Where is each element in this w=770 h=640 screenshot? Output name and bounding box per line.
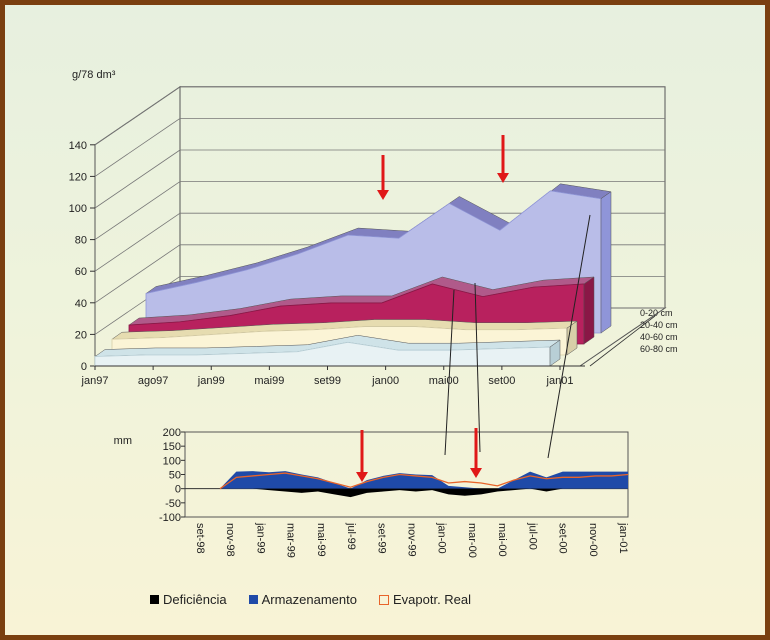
- x-tick-label: mai99: [254, 375, 284, 387]
- lower-x-tick-label: jan-00: [436, 522, 448, 554]
- legend-item-evapotr: Evapotr. Real: [378, 592, 472, 607]
- arrow-lower-2-head: [470, 468, 482, 478]
- y-tick-label: 60: [75, 266, 87, 278]
- y-tick-label: 120: [69, 171, 87, 183]
- gridline-left: [94, 149, 181, 209]
- gridline-left: [94, 181, 181, 240]
- x-tick-label: ago97: [138, 375, 169, 387]
- connector-line-3: [547, 214, 591, 459]
- lower-x-tick-label: jul-00: [526, 522, 538, 550]
- legend-item-deficiencia: Deficiência: [150, 592, 227, 607]
- x-tick-label: jan97: [81, 375, 109, 387]
- y-tick-label: 0: [81, 361, 87, 373]
- x-tick-label: jan01: [546, 375, 574, 387]
- x-tick-label: mai00: [429, 375, 459, 387]
- evapotr-line: [219, 472, 629, 490]
- arrow-lower-1-head: [356, 472, 368, 482]
- series-side-20-40 cm: [583, 276, 595, 345]
- y-tick-label: 40: [75, 298, 87, 310]
- deficiencia-area: [220, 488, 628, 498]
- legend-swatch-blue: [248, 595, 258, 604]
- armazenamento-area: [220, 471, 628, 489]
- legend-swatch-orange: [378, 594, 389, 605]
- y-tick-label: 100: [69, 203, 87, 215]
- x-tick-label: set99: [314, 375, 341, 387]
- lower-legend: Deficiência Armazenamento Evapotr. Real: [150, 592, 471, 607]
- gridline-left: [94, 212, 181, 272]
- x-tick-label: jan99: [197, 375, 225, 387]
- lower-x-tick-label: nov-00: [587, 523, 599, 557]
- lower-x-tick-label: mar-00: [466, 523, 478, 558]
- y-tick-label: 20: [75, 329, 87, 341]
- series-label-20-40 cm: 20-40 cm: [640, 320, 678, 330]
- lower-x-tick-label: set-99: [375, 523, 387, 554]
- lower-x-tick-label: mai-00: [496, 523, 508, 557]
- series-label-40-60 cm: 40-60 cm: [640, 332, 678, 342]
- series-side-0-20 cm: [600, 191, 612, 334]
- arrow-upper-2-head: [497, 173, 509, 183]
- lower-x-tick-label: nov-98: [224, 523, 236, 557]
- legend-label: Deficiência: [163, 592, 227, 607]
- lower-x-tick-label: jul-99: [345, 522, 357, 550]
- series-label-60-80 cm: 60-80 cm: [640, 344, 678, 354]
- connector-line-1: [444, 289, 455, 456]
- lower-x-tick-label: set-00: [557, 523, 569, 554]
- x-tick-label: set00: [488, 375, 515, 387]
- y-axis-label: g/78 dm³: [72, 69, 116, 81]
- legend-label: Evapotr. Real: [392, 592, 472, 607]
- lower-y-tick-label: 100: [163, 455, 181, 467]
- lower-y-tick-label: 50: [169, 470, 181, 482]
- lower-x-tick-label: mai-99: [315, 523, 327, 557]
- lower-x-tick-label: jan-01: [617, 522, 629, 554]
- connector-line-2: [474, 282, 481, 453]
- lower-y-axis-label: mm: [114, 435, 132, 447]
- lower-y-tick-label: 0: [175, 484, 181, 496]
- series-side-60-80 cm: [549, 339, 561, 367]
- lower-x-tick-label: set-98: [194, 523, 206, 554]
- gridline-left: [94, 86, 181, 146]
- lower-y-tick-label: 200: [163, 427, 181, 439]
- lower-x-tick-label: nov-99: [406, 523, 418, 557]
- lower-x-tick-label: jan-99: [254, 522, 266, 554]
- y-tick-label: 140: [69, 140, 87, 152]
- lower-y-tick-label: -100: [159, 512, 181, 524]
- series-label-0-20 cm: 0-20 cm: [640, 308, 673, 318]
- gridline-left: [94, 244, 181, 304]
- x-tick-label: jan00: [371, 375, 399, 387]
- legend-swatch-black: [150, 595, 159, 604]
- lower-y-tick-label: 150: [163, 441, 181, 453]
- lower-x-tick-label: mar-99: [285, 523, 297, 558]
- gridline-left: [94, 118, 181, 177]
- lower-y-tick-label: -50: [165, 498, 181, 510]
- legend-item-armazenamento: Armazenamento: [248, 592, 357, 607]
- y-tick-label: 80: [75, 235, 87, 247]
- depth-axis: [589, 315, 656, 367]
- arrow-upper-1-head: [377, 190, 389, 200]
- legend-label: Armazenamento: [261, 592, 357, 607]
